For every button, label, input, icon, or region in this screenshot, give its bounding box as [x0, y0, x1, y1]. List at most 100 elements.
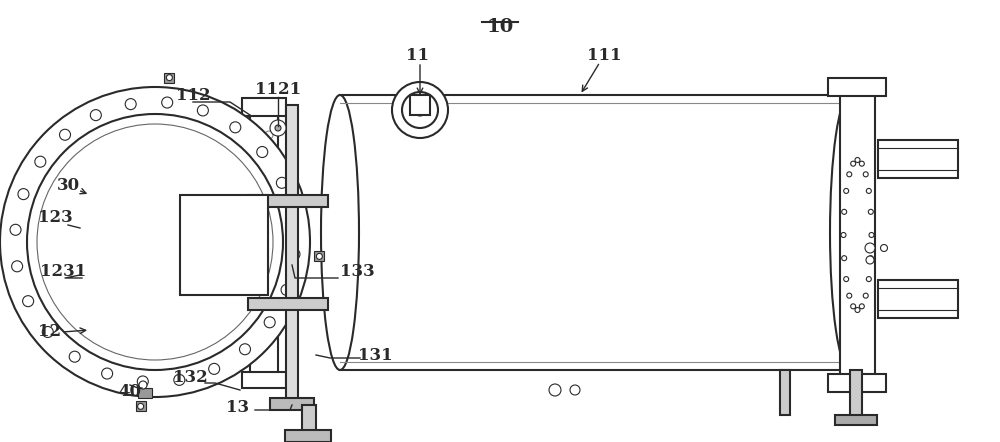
Bar [136, 401, 146, 412]
Circle shape [402, 92, 438, 128]
Circle shape [42, 327, 53, 338]
Text: 131: 131 [358, 347, 392, 363]
Circle shape [253, 131, 261, 139]
Circle shape [281, 284, 292, 295]
Text: 1121: 1121 [255, 81, 301, 99]
Circle shape [0, 87, 310, 397]
Text: 1231: 1231 [40, 263, 86, 281]
Circle shape [253, 207, 261, 215]
Circle shape [23, 296, 34, 307]
Text: 30: 30 [56, 176, 80, 194]
Circle shape [209, 363, 220, 374]
Circle shape [174, 374, 185, 385]
Circle shape [37, 124, 273, 360]
Circle shape [253, 169, 261, 177]
Circle shape [10, 224, 21, 235]
Circle shape [230, 122, 241, 133]
Bar [302, 405, 316, 435]
Circle shape [265, 283, 273, 291]
Circle shape [265, 321, 273, 329]
Text: 40: 40 [119, 384, 142, 400]
Circle shape [265, 207, 273, 215]
Circle shape [197, 105, 208, 116]
Bar [242, 372, 286, 388]
Bar [314, 251, 324, 261]
Circle shape [69, 351, 80, 362]
Text: 11: 11 [406, 46, 430, 64]
Circle shape [570, 385, 580, 395]
Circle shape [844, 277, 849, 282]
Text: 10: 10 [486, 18, 514, 36]
Bar [828, 374, 886, 392]
Circle shape [270, 120, 286, 136]
Circle shape [842, 210, 847, 214]
Circle shape [102, 368, 113, 379]
Circle shape [868, 210, 873, 214]
Circle shape [35, 156, 46, 167]
Circle shape [855, 308, 860, 312]
Bar [835, 415, 877, 425]
Bar [248, 195, 328, 207]
Circle shape [18, 189, 29, 200]
Bar [164, 72, 174, 83]
Circle shape [842, 255, 847, 261]
Circle shape [138, 404, 144, 409]
Circle shape [265, 131, 273, 139]
Circle shape [863, 293, 868, 298]
Text: 133: 133 [340, 263, 375, 281]
Circle shape [866, 188, 871, 194]
Circle shape [287, 212, 298, 223]
Circle shape [392, 82, 448, 138]
Circle shape [851, 161, 856, 166]
Circle shape [859, 304, 864, 309]
Circle shape [90, 110, 101, 121]
Circle shape [851, 304, 856, 309]
Text: 111: 111 [587, 46, 621, 64]
Circle shape [859, 161, 864, 166]
Circle shape [844, 188, 849, 194]
Circle shape [265, 169, 273, 177]
Circle shape [865, 243, 875, 253]
Bar [286, 105, 298, 405]
Circle shape [841, 232, 846, 237]
Circle shape [863, 172, 868, 177]
Text: 132: 132 [173, 370, 207, 386]
Circle shape [414, 104, 426, 116]
Circle shape [275, 125, 281, 131]
Circle shape [239, 344, 250, 355]
Circle shape [868, 255, 873, 261]
Circle shape [253, 283, 261, 291]
Circle shape [276, 177, 287, 188]
Circle shape [265, 245, 273, 253]
Text: 112: 112 [176, 87, 210, 103]
Circle shape [847, 293, 852, 298]
Circle shape [162, 97, 173, 108]
Bar [780, 370, 790, 415]
Circle shape [549, 384, 561, 396]
Bar [850, 370, 862, 420]
Bar [828, 78, 886, 96]
Bar [250, 105, 278, 380]
Text: 123: 123 [38, 210, 72, 226]
Bar [878, 280, 958, 318]
Bar [840, 85, 875, 385]
Ellipse shape [321, 95, 359, 370]
Circle shape [855, 157, 860, 163]
Bar [285, 430, 331, 442]
Circle shape [60, 129, 71, 140]
Circle shape [257, 146, 268, 157]
Ellipse shape [830, 95, 870, 370]
Circle shape [125, 99, 136, 110]
Circle shape [847, 172, 852, 177]
Bar [138, 388, 152, 398]
Circle shape [166, 75, 172, 80]
Circle shape [27, 114, 283, 370]
Circle shape [264, 317, 275, 328]
Circle shape [253, 245, 261, 253]
Circle shape [866, 277, 871, 282]
Bar [180, 195, 268, 295]
Text: 12: 12 [38, 324, 62, 340]
Bar [242, 98, 286, 116]
Bar [410, 95, 430, 115]
Circle shape [137, 376, 148, 387]
